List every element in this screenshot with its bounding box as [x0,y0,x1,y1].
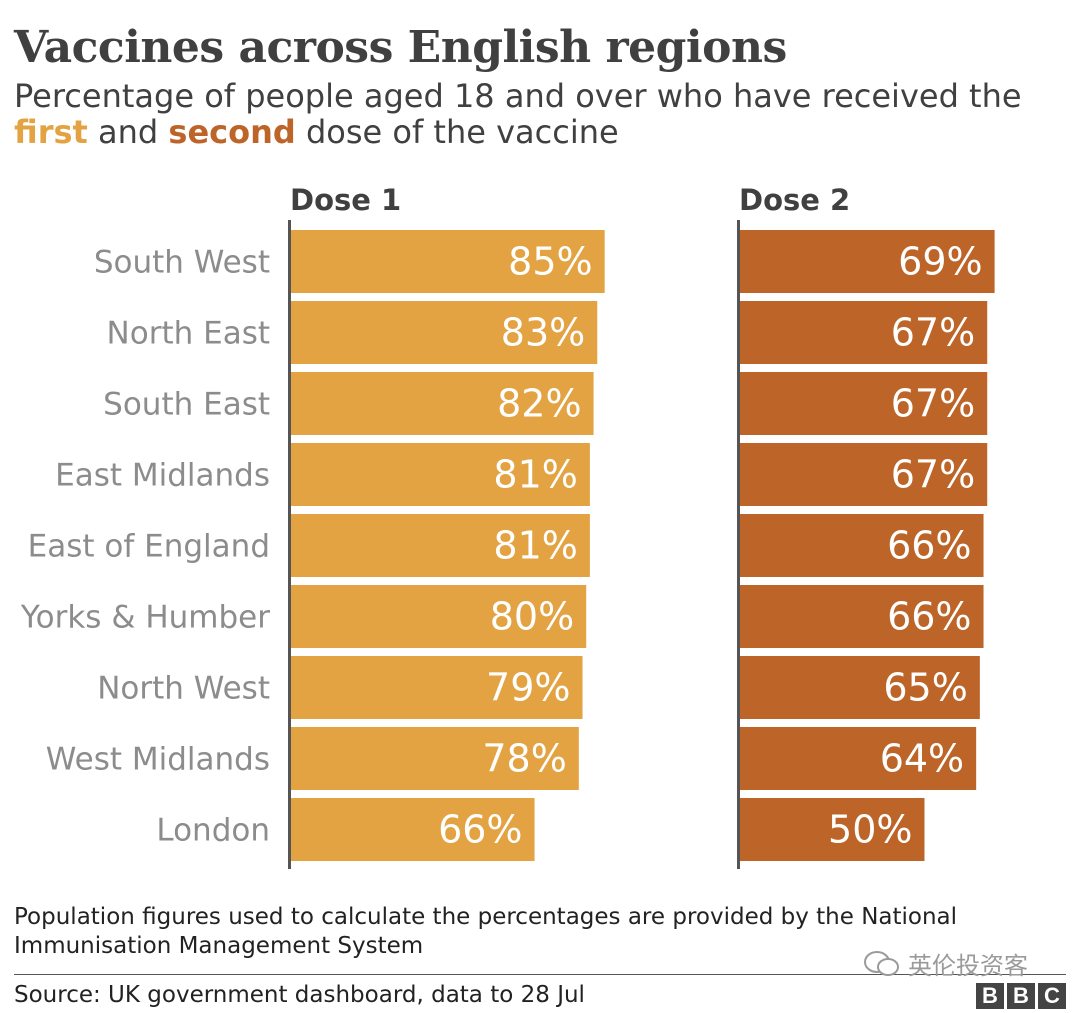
subtitle-text-1: Percentage of people aged 18 and over wh… [14,77,1022,115]
bar [291,301,598,364]
data-label: 66% [887,595,971,639]
bar [740,443,988,506]
category-label: London [156,813,270,849]
data-label: 50% [828,808,912,852]
bar [740,656,980,719]
category-label: South West [94,245,270,281]
panel-title-dose-2: Dose 2 [739,183,851,217]
watermark: 英伦投资客 [862,946,1028,981]
data-label: 82% [497,382,581,426]
footer-divider [14,974,1066,975]
data-label: 78% [482,737,566,781]
data-label: 85% [508,240,592,284]
category-label: East Midlands [55,458,270,494]
data-label: 79% [486,666,570,710]
bar [291,798,535,861]
data-label: 66% [438,808,522,852]
data-label: 67% [891,453,975,497]
category-label: East of England [28,529,270,565]
data-label: 67% [891,382,975,426]
bar [740,514,984,577]
bar [291,443,590,506]
chart-title: Vaccines across English regions [14,22,787,73]
panel-title-dose-1: Dose 1 [290,183,402,217]
data-label: 64% [880,737,964,781]
bar [291,585,587,648]
bar [740,585,984,648]
data-label: 81% [493,453,577,497]
data-label: 66% [887,524,971,568]
category-label: North East [107,316,270,352]
bar [291,727,579,790]
data-label: 65% [883,666,967,710]
bar [740,301,988,364]
bbc-logo: B B C [976,983,1066,1009]
data-label: 83% [501,311,585,355]
source-text: Source: UK government dashboard, data to… [14,982,585,1008]
category-label: North West [97,671,270,707]
category-label: South East [103,387,270,423]
footnote: Population figures used to calculate the… [14,904,958,959]
bbc-logo-letter: B [976,983,1004,1009]
wechat-icon [864,950,899,976]
category-label: Yorks & Humber [20,600,270,636]
bar [291,656,583,719]
data-label: 67% [891,311,975,355]
subtitle-first-highlight: first [14,113,88,151]
bbc-logo-letter: B [1007,983,1035,1009]
bbc-logo-letter: C [1038,983,1066,1009]
subtitle-text-2: and [87,113,169,151]
bar [291,372,594,435]
bar [740,798,925,861]
bar [740,372,988,435]
subtitle-text-3: dose of the vaccine [295,113,619,151]
data-label: 69% [898,240,982,284]
bar [740,230,995,293]
category-label: West Midlands [46,742,270,778]
data-label: 80% [490,595,574,639]
bar [291,514,590,577]
chart-subtitle: Percentage of people aged 18 and over wh… [14,78,1074,150]
data-label: 81% [493,524,577,568]
bar [291,230,605,293]
subtitle-second-highlight: second [168,113,296,151]
watermark-text: 英伦投资客 [908,952,1028,980]
bar [740,727,977,790]
bar-chart: South West North East South East East Midla… [20,220,995,869]
